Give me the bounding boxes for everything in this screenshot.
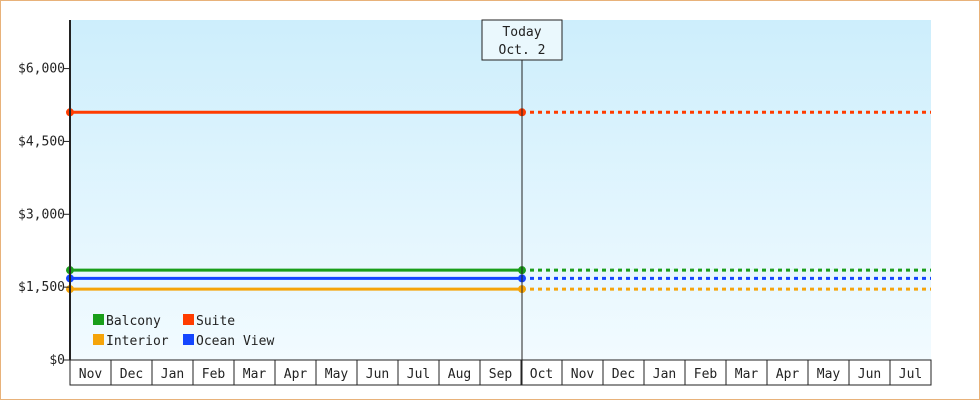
x-tick-label: Mar xyxy=(243,367,267,382)
legend-swatch xyxy=(183,334,194,345)
legend-label: Ocean View xyxy=(196,334,274,349)
x-tick-label: Feb xyxy=(202,367,226,382)
x-tick-label: Sep xyxy=(489,367,513,382)
x-tick-label: Apr xyxy=(776,367,800,382)
x-tick-label: Nov xyxy=(79,367,103,382)
x-tick-label: May xyxy=(325,367,349,382)
x-tick-label: Jun xyxy=(366,367,389,382)
legend-label: Balcony xyxy=(106,314,161,329)
x-tick-label: Dec xyxy=(612,367,635,382)
y-tick-label: $4,500 xyxy=(18,134,65,149)
x-tick-label: Jan xyxy=(653,367,676,382)
today-date: Oct. 2 xyxy=(499,43,546,58)
legend-label: Suite xyxy=(196,314,235,329)
y-tick-label: $3,000 xyxy=(18,207,65,222)
x-tick-label: Mar xyxy=(735,367,759,382)
legend-swatch xyxy=(93,314,104,325)
x-tick-label: Jun xyxy=(858,367,881,382)
x-tick-label: Feb xyxy=(694,367,718,382)
legend-label: Interior xyxy=(106,334,169,349)
y-tick-label: $1,500 xyxy=(18,280,65,295)
x-tick-label: Dec xyxy=(120,367,143,382)
x-tick-label: Oct xyxy=(530,367,553,382)
x-tick-label: Jan xyxy=(161,367,184,382)
x-axis xyxy=(69,359,932,386)
x-tick-label: Apr xyxy=(284,367,308,382)
today-label: Today xyxy=(502,25,541,40)
x-tick-label: May xyxy=(817,367,841,382)
today-callout xyxy=(481,19,563,61)
plot-area xyxy=(70,20,931,360)
x-tick-label: Jul xyxy=(407,367,430,382)
x-tick-label: Nov xyxy=(571,367,595,382)
y-tick-label: $6,000 xyxy=(18,62,65,77)
x-tick-label: Jul xyxy=(899,367,922,382)
y-tick-label: $0 xyxy=(49,353,65,368)
legend-swatch xyxy=(93,334,104,345)
x-tick-label: Aug xyxy=(448,367,471,382)
legend-swatch xyxy=(183,314,194,325)
